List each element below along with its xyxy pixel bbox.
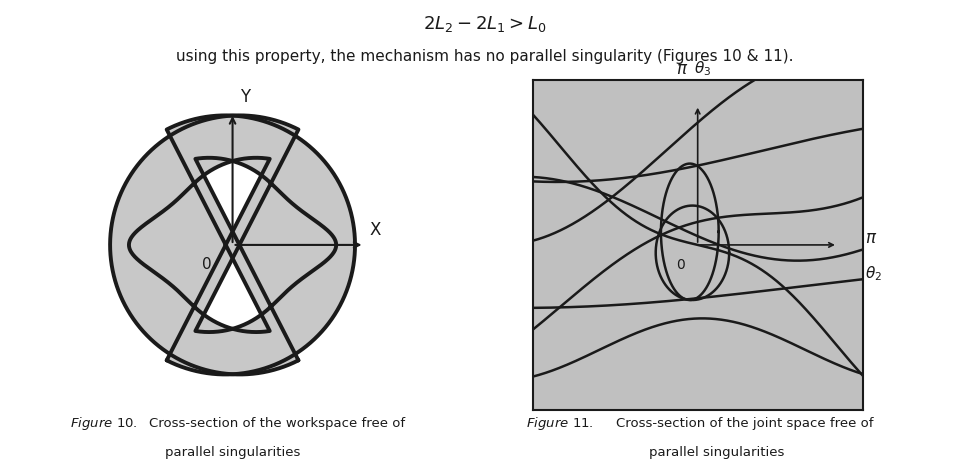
Text: 0: 0 <box>675 258 684 272</box>
Text: Cross-section of the workspace free of: Cross-section of the workspace free of <box>149 417 405 430</box>
Text: Cross-section of the joint space free of: Cross-section of the joint space free of <box>616 417 874 430</box>
Text: using this property, the mechanism has no parallel singularity (Figures 10 & 11): using this property, the mechanism has n… <box>175 49 794 64</box>
Text: parallel singularities: parallel singularities <box>165 446 300 459</box>
Text: Y: Y <box>239 88 250 106</box>
Text: $\it{Figure\ 10.}$: $\it{Figure\ 10.}$ <box>70 415 138 432</box>
Text: $\theta_2$: $\theta_2$ <box>865 265 883 284</box>
Polygon shape <box>110 115 336 374</box>
Text: $\pi$: $\pi$ <box>865 229 878 247</box>
Text: $2L_2 - 2L_1 > L_0$: $2L_2 - 2L_1 > L_0$ <box>422 14 547 33</box>
Text: $\it{Figure\ 11.}$: $\it{Figure\ 11.}$ <box>525 415 593 432</box>
Text: parallel singularities: parallel singularities <box>649 446 785 459</box>
Polygon shape <box>129 115 355 374</box>
Text: $\theta_3$: $\theta_3$ <box>695 59 711 78</box>
Text: 0: 0 <box>202 257 211 272</box>
Text: X: X <box>369 221 381 239</box>
Text: $\pi$: $\pi$ <box>675 60 688 78</box>
